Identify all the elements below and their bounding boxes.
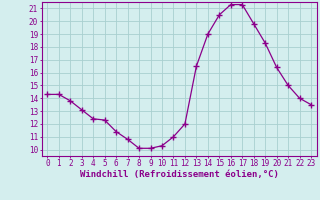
X-axis label: Windchill (Refroidissement éolien,°C): Windchill (Refroidissement éolien,°C) [80, 170, 279, 179]
